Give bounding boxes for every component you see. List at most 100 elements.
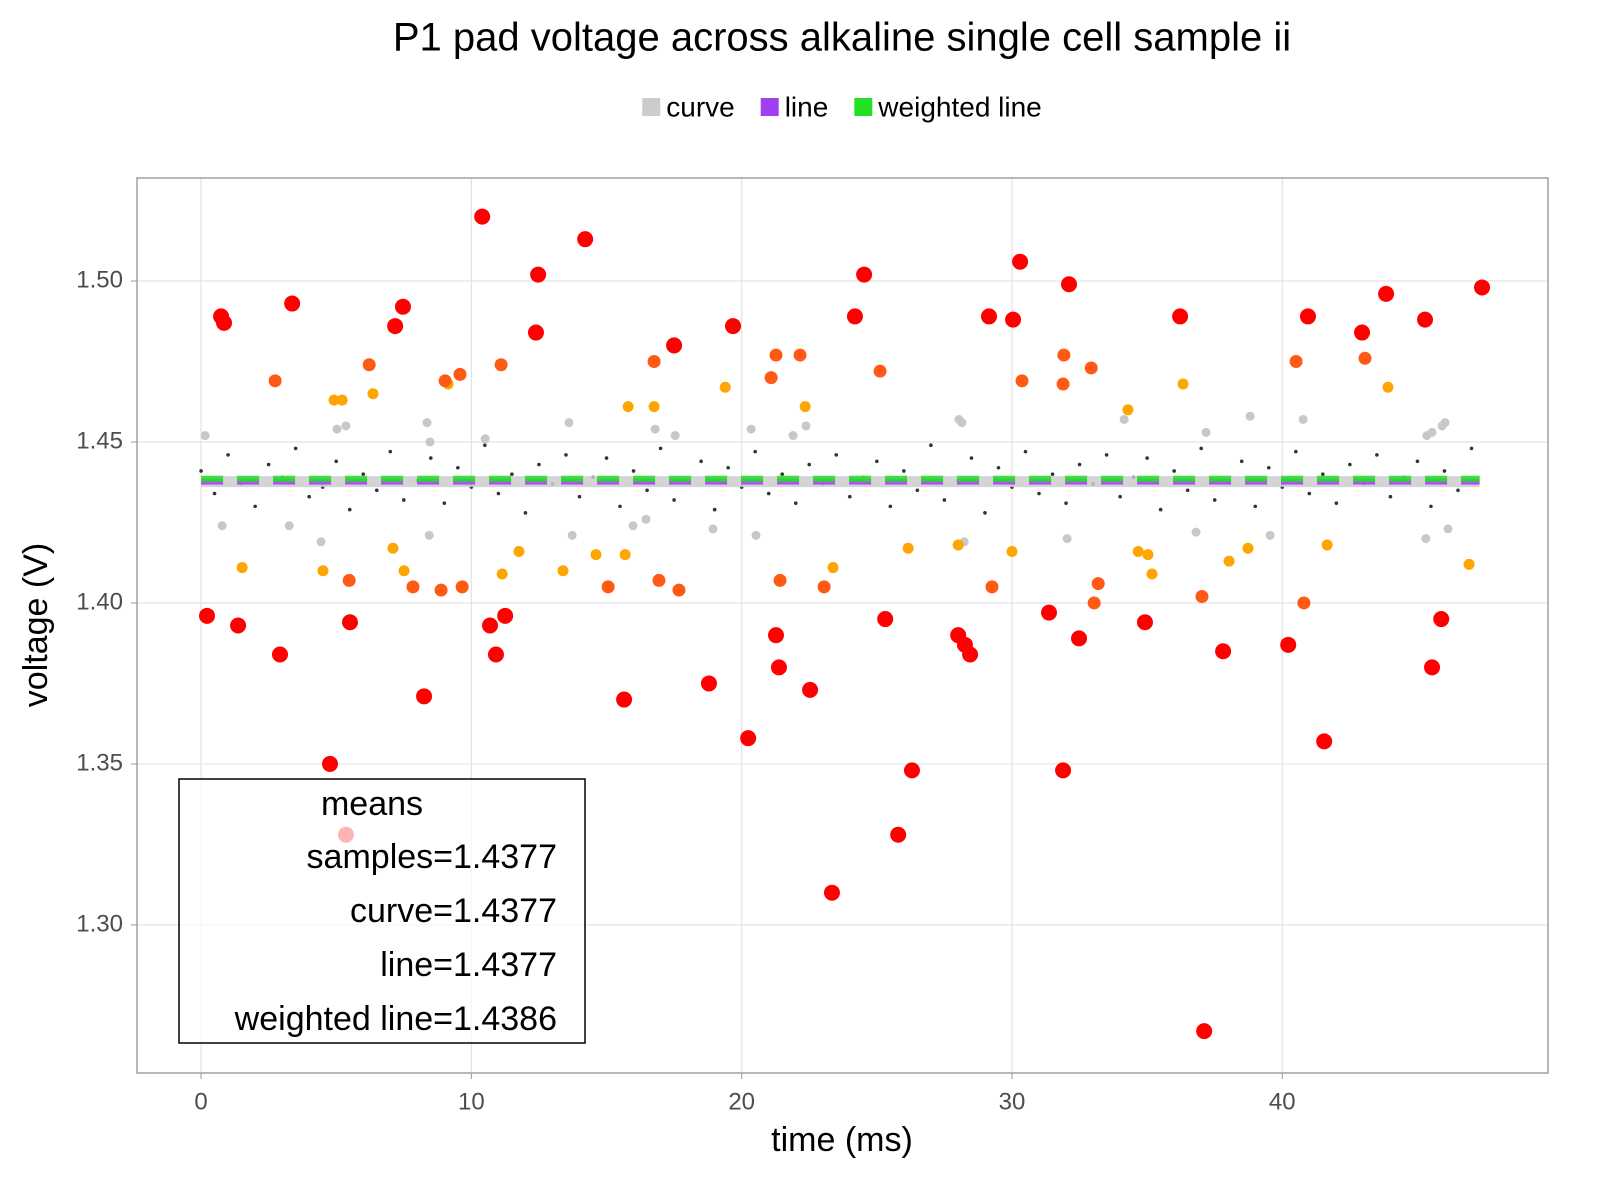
data-point	[480, 434, 490, 444]
data-point	[293, 446, 298, 451]
x-tick-label: 30	[999, 1088, 1026, 1115]
data-point	[1382, 381, 1394, 393]
data-point	[236, 562, 248, 574]
data-point	[1443, 524, 1453, 534]
x-tick-label: 10	[458, 1088, 485, 1115]
legend-swatch	[642, 98, 661, 116]
data-point	[523, 511, 528, 515]
data-point	[1185, 488, 1190, 493]
data-point	[422, 418, 432, 428]
data-point	[496, 568, 508, 580]
data-point	[1015, 374, 1029, 388]
data-point	[216, 314, 233, 331]
data-point	[1424, 659, 1441, 676]
data-point	[846, 308, 863, 325]
data-point	[387, 542, 399, 554]
legend-label: weighted line	[877, 91, 1041, 122]
data-point	[1440, 418, 1450, 428]
data-point	[1199, 446, 1203, 451]
data-point	[1348, 462, 1352, 467]
annotation-box	[178, 778, 586, 1044]
data-point	[622, 401, 634, 413]
data-point	[1062, 534, 1072, 544]
point-group	[200, 411, 1453, 547]
data-point	[1195, 590, 1209, 604]
data-point	[1055, 762, 1072, 779]
data-point	[915, 488, 920, 493]
data-point	[1050, 472, 1055, 476]
data-point	[1122, 404, 1134, 416]
data-point	[388, 449, 393, 454]
annotation: means samples=1.4377 curve=1.4377 line=1.43…	[178, 778, 586, 1044]
data-point	[1087, 596, 1101, 610]
data-point	[1118, 494, 1122, 499]
data-point	[1158, 507, 1163, 512]
data-point	[1415, 459, 1420, 464]
data-point	[1005, 311, 1022, 328]
data-point	[770, 659, 787, 676]
data-point	[487, 646, 504, 663]
legend-label: line	[785, 91, 829, 122]
data-point	[1145, 456, 1149, 460]
data-point	[336, 394, 348, 406]
data-point	[1064, 501, 1068, 505]
data-point	[1196, 1023, 1213, 1040]
data-point	[834, 453, 839, 457]
data-point	[699, 459, 703, 464]
data-point	[1321, 472, 1325, 476]
data-point	[268, 374, 282, 388]
data-point	[455, 580, 469, 594]
data-point	[332, 424, 342, 434]
data-point	[577, 494, 582, 499]
annotation-title: means	[321, 785, 423, 823]
data-point	[429, 456, 433, 460]
data-point	[1280, 636, 1297, 653]
data-point	[230, 617, 247, 634]
data-point	[1056, 377, 1070, 391]
data-point	[474, 208, 491, 225]
data-point	[1299, 308, 1316, 325]
data-point	[416, 688, 433, 705]
point-group	[199, 208, 1491, 1040]
data-point	[1104, 453, 1109, 457]
annotation-line: curve=1.4377	[350, 892, 557, 930]
data-point	[1172, 469, 1176, 473]
data-point	[799, 401, 811, 413]
data-point	[746, 424, 756, 434]
data-point	[719, 381, 731, 393]
data-point	[1297, 596, 1311, 610]
data-point	[672, 498, 676, 502]
x-tick-label: 20	[728, 1088, 755, 1115]
data-point	[1469, 446, 1474, 451]
data-point	[764, 371, 778, 385]
data-point	[1012, 253, 1029, 270]
data-point	[1212, 498, 1217, 502]
data-point	[434, 583, 448, 597]
data-point	[957, 418, 967, 428]
data-point	[773, 573, 787, 587]
data-point	[807, 462, 812, 467]
data-point	[1429, 504, 1433, 509]
data-point	[271, 646, 288, 663]
data-point	[1298, 414, 1308, 424]
y-tick-label: 1.30	[76, 910, 123, 937]
data-point	[1091, 577, 1105, 591]
data-point	[903, 762, 920, 779]
legend-label: curve	[666, 91, 734, 122]
data-point	[647, 355, 661, 369]
data-point	[341, 421, 351, 431]
x-tick-label: 40	[1269, 1088, 1296, 1115]
data-point	[456, 465, 460, 470]
data-point	[712, 507, 717, 512]
chart-title: P1 pad voltage across alkaline single ce…	[393, 16, 1291, 60]
data-point	[425, 437, 435, 447]
data-point	[601, 580, 615, 594]
data-point	[802, 681, 819, 698]
data-point	[590, 549, 602, 561]
data-point	[564, 418, 574, 428]
data-point	[1463, 558, 1475, 570]
data-point	[888, 504, 893, 509]
plot-border	[136, 177, 1549, 1074]
data-point	[496, 491, 501, 496]
data-point	[769, 348, 783, 362]
